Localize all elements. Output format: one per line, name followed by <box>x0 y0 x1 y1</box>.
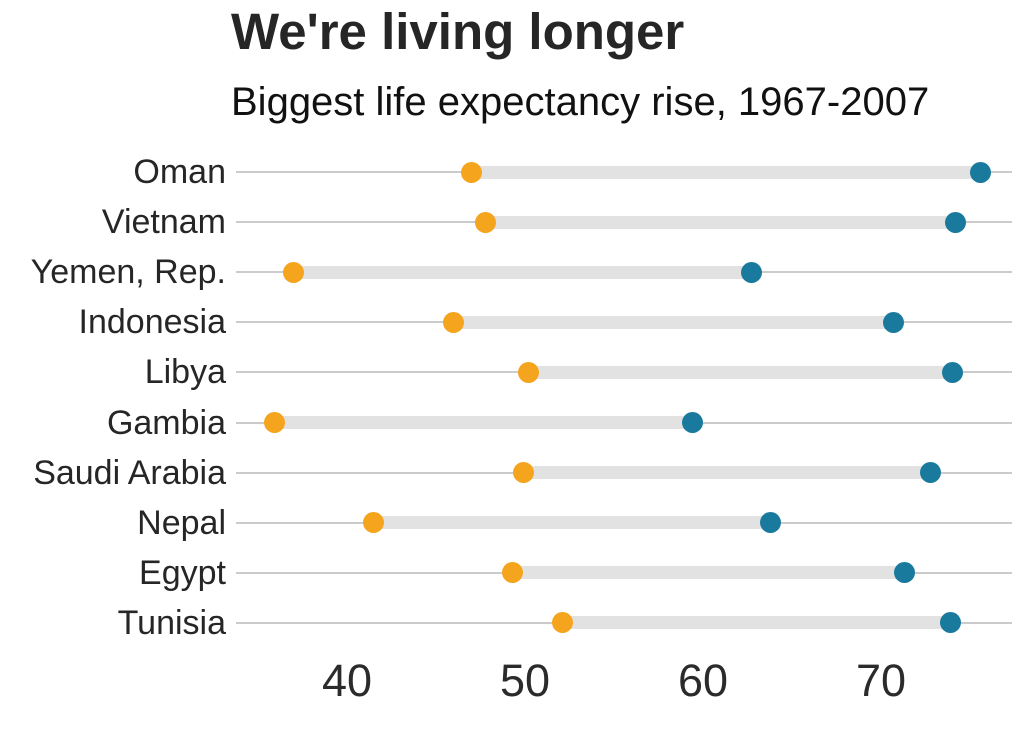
dot-1967-oman <box>461 161 483 183</box>
chart-subtitle: Biggest life expectancy rise, 1967-2007 <box>231 80 930 124</box>
dot-2007-yemen-rep <box>740 261 762 283</box>
row-label-indonesia: Indonesia <box>78 303 226 342</box>
dumbbell-band-saudi-arabia <box>523 466 931 480</box>
dumbbell-band-oman <box>471 165 981 179</box>
dumbbell-band-indonesia <box>453 315 894 329</box>
dot-1967-vietnam <box>475 211 497 233</box>
dumbbell-band-egypt <box>512 566 905 580</box>
row-label-yemen-rep: Yemen, Rep. <box>30 253 226 292</box>
row-label-vietnam: Vietnam <box>101 203 226 242</box>
dot-1967-yemen-rep <box>283 261 305 283</box>
dot-1967-egypt <box>502 562 524 584</box>
row-label-tunisia: Tunisia <box>117 603 226 642</box>
x-tick-label-40: 40 <box>321 655 373 706</box>
dot-1967-libya <box>518 361 540 383</box>
row-label-oman: Oman <box>133 153 226 191</box>
dot-2007-tunisia <box>939 612 961 634</box>
dot-2007-oman <box>970 161 992 183</box>
dumbbell-band-yemen-rep <box>293 265 752 279</box>
x-tick-label-70: 70 <box>855 655 907 706</box>
chart-title: We're living longer <box>231 3 685 60</box>
dot-1967-indonesia <box>443 311 465 333</box>
dumbbell-band-gambia <box>274 416 693 429</box>
dot-2007-saudi-arabia <box>920 462 942 484</box>
dot-1967-tunisia <box>551 612 573 634</box>
dot-1967-nepal <box>363 512 385 534</box>
dot-2007-nepal <box>760 512 782 534</box>
dumbbell-band-nepal <box>373 516 771 530</box>
dumbbell-band-vietnam <box>485 215 956 229</box>
row-label-gambia: Gambia <box>106 403 226 442</box>
row-label-nepal: Nepal <box>137 503 226 542</box>
x-tick-label-60: 60 <box>677 655 729 706</box>
dot-2007-egypt <box>893 562 915 584</box>
dot-1967-saudi-arabia <box>512 462 534 484</box>
dot-2007-indonesia <box>882 311 904 333</box>
dot-2007-vietnam <box>945 211 967 233</box>
x-tick-label-50: 50 <box>499 655 551 706</box>
dot-2007-libya <box>941 361 963 383</box>
dot-2007-gambia <box>681 412 703 433</box>
dumbbell-band-tunisia <box>562 616 951 630</box>
row-label-saudi-arabia: Saudi Arabia <box>33 453 226 492</box>
row-label-libya: Libya <box>144 353 226 392</box>
dumbbell-band-libya <box>528 365 953 379</box>
row-label-egypt: Egypt <box>139 553 226 592</box>
dot-1967-gambia <box>263 412 285 433</box>
